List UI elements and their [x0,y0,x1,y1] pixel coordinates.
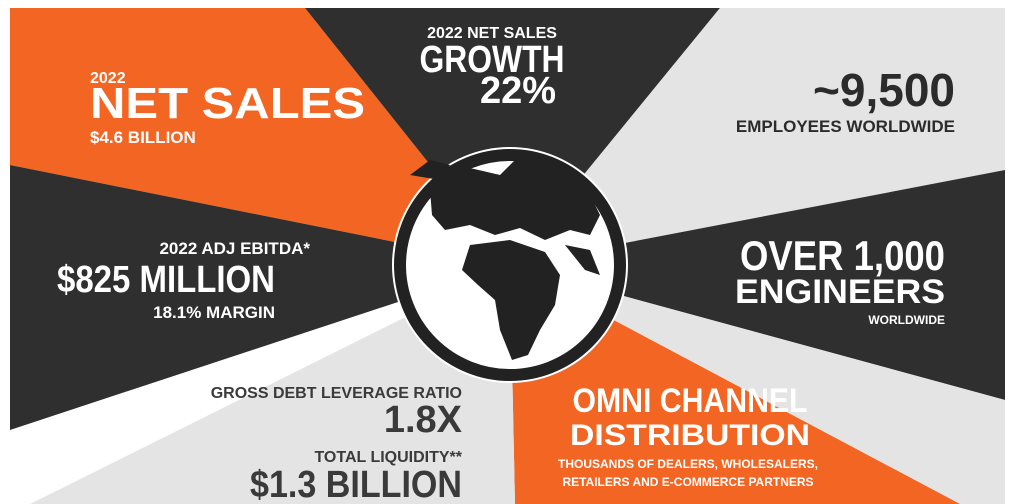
headline: NET SALES [90,79,365,128]
continent [410,160,450,180]
headline: DISTRIBUTION [570,419,810,452]
headline: 1.8X [384,399,463,441]
panel-bg [510,265,960,504]
headline: OMNI CHANNEL [573,382,808,420]
panel-bg [510,8,1005,265]
globe [392,147,628,383]
panel-bg [510,170,1005,400]
label: 2022 NET SALES [427,25,557,42]
label: TOTAL LIQUIDITY** [314,449,462,466]
note: EMPLOYEES WORLDWIDE [736,117,955,136]
panel-bg [10,8,510,265]
note: RETAILERS AND E-COMMERCE PARTNERS [562,475,813,489]
headline: GROWTH [420,39,565,81]
note: THOUSANDS OF DEALERS, WHOLESALERS, [558,457,818,471]
note: 18.1% MARGIN [153,303,275,322]
headline: ENGINEERS [735,273,945,311]
continent [565,245,600,275]
continent [430,160,600,240]
label: 2022 [90,70,126,87]
headline: 22% [480,70,556,112]
headline: $825 MILLION [57,259,275,301]
note: WORLDWIDE [868,313,945,327]
label: 2022 ADJ EBITDA* [159,239,310,258]
note: $4.6 BILLION [90,128,196,147]
label: GROSS DEBT LEVERAGE RATIO [211,385,462,402]
headline: ~9,500 [813,64,955,116]
headline: $1.3 BILLION [250,464,462,504]
panel-bg [30,265,515,504]
panel-bg [510,265,1005,504]
headline: OVER 1,000 [740,232,945,279]
panel-bg [305,8,720,265]
panel-bg [10,165,510,430]
continent [462,240,560,360]
